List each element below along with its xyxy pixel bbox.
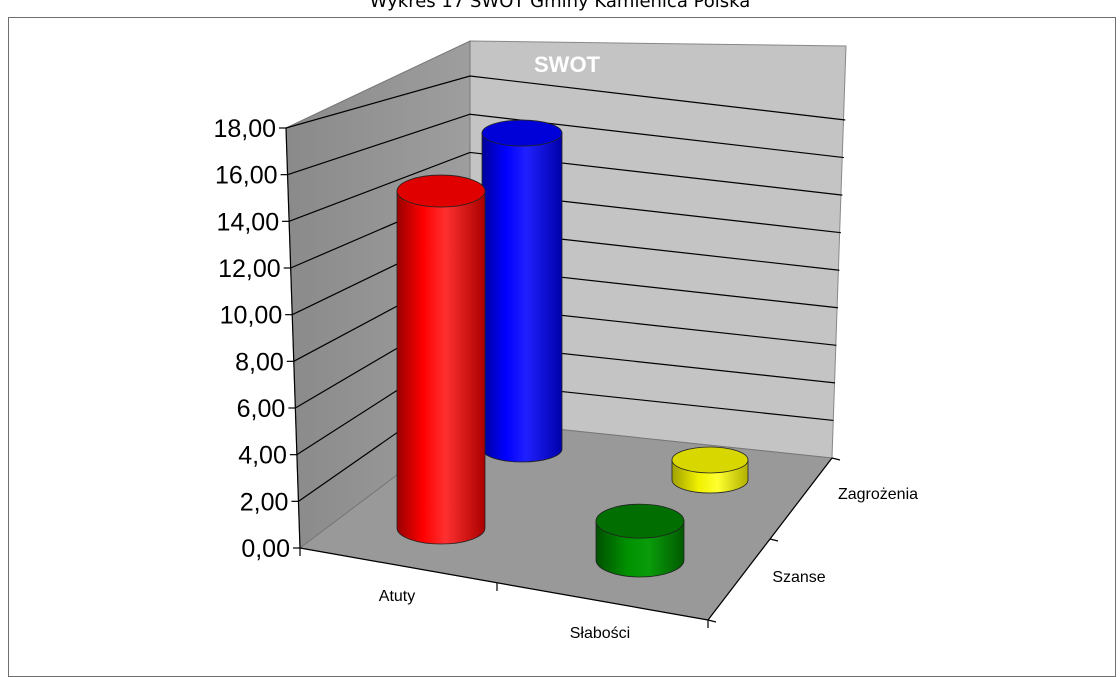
depth-tick-mark <box>769 538 779 542</box>
bar-atuty <box>396 174 486 545</box>
bar-body <box>396 190 486 545</box>
y-tick-label: 16,00 <box>215 162 278 190</box>
depth-category-label: Szanse <box>772 569 825 586</box>
y-tick-label: 4,00 <box>238 442 287 470</box>
y-tick-label: 10,00 <box>220 302 283 330</box>
bar-zagrożenia <box>671 446 749 494</box>
y-axis <box>279 127 301 549</box>
bar-top <box>671 446 749 474</box>
x-axis-line <box>299 547 709 621</box>
bars <box>396 119 749 578</box>
y-tick-label: 18,00 <box>213 115 276 143</box>
y-tick-label: 14,00 <box>217 208 280 236</box>
chart-title: SWOT <box>534 52 601 77</box>
y-tick-label: 8,00 <box>235 348 284 376</box>
depth-category-label: Zagrożenia <box>838 486 918 503</box>
bar-body <box>481 132 563 463</box>
y-tick-label: 12,00 <box>218 255 281 283</box>
bar-top <box>595 503 685 539</box>
bar-słabości <box>595 503 685 578</box>
y-tick-label: 0,00 <box>241 535 290 563</box>
y-tick-label: 6,00 <box>237 395 286 423</box>
x-category-label: Słabości <box>570 625 630 642</box>
depth-tick-mark <box>707 619 717 623</box>
category-axes: Atuty Słabości Szanse Zagrożenia <box>299 457 918 642</box>
swot-chart: 0,00 2,00 4,00 6,00 8,00 10,00 12,00 14,00 16,00… <box>213 40 918 642</box>
y-axis-line <box>285 127 301 549</box>
page-title: Wykres 17 SWOT Gminy Kamienica Polska <box>369 0 751 12</box>
y-tick-labels: 0,00 2,00 4,00 6,00 8,00 10,00 12,00 14,00 16,00… <box>213 115 290 563</box>
gridline <box>287 113 844 176</box>
x-category-label: Atuty <box>379 588 415 605</box>
bar-top <box>481 119 563 147</box>
bar-top <box>396 174 486 208</box>
bar-szanse <box>481 119 563 463</box>
gridline <box>285 75 846 129</box>
y-tick-label: 2,00 <box>240 488 289 516</box>
gridline <box>288 151 843 222</box>
depth-tick-mark <box>831 457 841 461</box>
